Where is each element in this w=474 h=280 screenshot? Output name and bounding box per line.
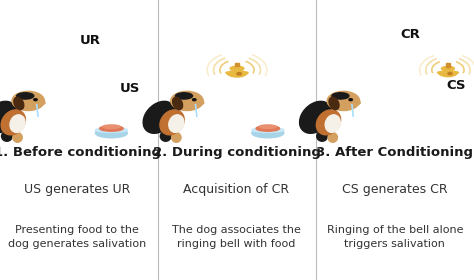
Ellipse shape [10, 115, 25, 132]
Ellipse shape [316, 110, 341, 135]
Circle shape [171, 91, 203, 111]
Circle shape [448, 72, 452, 75]
Ellipse shape [160, 131, 171, 141]
Ellipse shape [259, 125, 276, 129]
Text: 3. After Conditioning: 3. After Conditioning [316, 146, 474, 159]
Bar [235, 63, 239, 66]
Ellipse shape [193, 101, 204, 105]
Ellipse shape [325, 115, 340, 132]
Text: US generates UR: US generates UR [24, 183, 130, 195]
Ellipse shape [230, 66, 244, 71]
Text: US: US [120, 82, 140, 95]
Ellipse shape [329, 97, 339, 110]
Ellipse shape [317, 131, 328, 141]
Circle shape [327, 91, 360, 111]
Bar [447, 63, 449, 67]
Ellipse shape [175, 93, 192, 99]
Circle shape [192, 99, 196, 101]
Circle shape [349, 99, 352, 101]
Text: 2. During conditioning: 2. During conditioning [153, 146, 320, 159]
Ellipse shape [332, 93, 349, 99]
Ellipse shape [103, 125, 120, 129]
Text: The dog associates the
ringing bell with food: The dog associates the ringing bell with… [172, 225, 301, 249]
Ellipse shape [95, 128, 128, 132]
Ellipse shape [172, 133, 181, 142]
Ellipse shape [300, 101, 332, 133]
Ellipse shape [169, 115, 184, 132]
Ellipse shape [252, 128, 284, 132]
Text: Presenting food to the
dog generates salivation: Presenting food to the dog generates sal… [8, 225, 146, 249]
Ellipse shape [173, 97, 182, 110]
Ellipse shape [350, 101, 360, 105]
Ellipse shape [256, 126, 280, 131]
Ellipse shape [1, 110, 26, 135]
Circle shape [12, 91, 45, 111]
Wedge shape [438, 70, 458, 77]
Ellipse shape [17, 93, 34, 99]
Ellipse shape [143, 101, 175, 133]
Text: CS: CS [446, 79, 466, 92]
Ellipse shape [95, 128, 128, 138]
Text: 1. Before conditioning: 1. Before conditioning [0, 146, 161, 159]
Ellipse shape [0, 101, 17, 133]
Ellipse shape [1, 131, 12, 141]
Text: CR: CR [400, 29, 420, 41]
Wedge shape [226, 70, 248, 77]
Ellipse shape [14, 97, 24, 110]
Text: CS generates CR: CS generates CR [342, 183, 447, 195]
Ellipse shape [328, 133, 337, 142]
Circle shape [237, 73, 241, 75]
Text: UR: UR [80, 34, 100, 47]
Text: Acquisition of CR: Acquisition of CR [183, 183, 290, 195]
Ellipse shape [13, 133, 22, 142]
Ellipse shape [160, 110, 184, 135]
Ellipse shape [252, 128, 284, 138]
Ellipse shape [441, 66, 455, 71]
Ellipse shape [100, 126, 123, 131]
Text: Ringing of the bell alone
triggers salivation: Ringing of the bell alone triggers saliv… [327, 225, 463, 249]
Circle shape [34, 99, 37, 101]
Ellipse shape [35, 101, 45, 105]
